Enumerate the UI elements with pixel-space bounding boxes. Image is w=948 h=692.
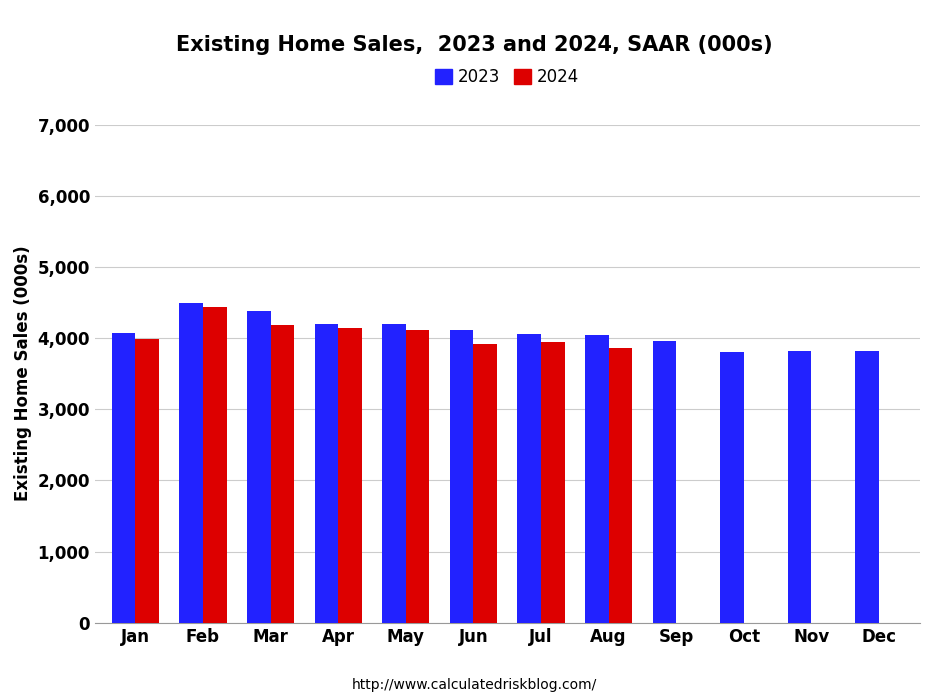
Bar bbox=[338, 328, 362, 623]
Bar bbox=[136, 339, 159, 623]
Bar bbox=[855, 351, 879, 623]
Bar bbox=[652, 341, 676, 623]
Bar bbox=[179, 302, 203, 623]
Text: http://www.calculatedriskblog.com/: http://www.calculatedriskblog.com/ bbox=[352, 677, 596, 691]
Bar bbox=[473, 345, 497, 623]
Legend: 2023, 2024: 2023, 2024 bbox=[435, 68, 579, 86]
Bar bbox=[449, 330, 473, 623]
Bar bbox=[406, 330, 429, 623]
Bar bbox=[382, 324, 406, 623]
Bar bbox=[788, 351, 811, 623]
Bar bbox=[246, 311, 270, 623]
Bar bbox=[112, 333, 136, 623]
Bar bbox=[203, 307, 227, 623]
Text: Existing Home Sales,  2023 and 2024, SAAR (000s): Existing Home Sales, 2023 and 2024, SAAR… bbox=[175, 35, 773, 55]
Bar bbox=[720, 352, 744, 623]
Bar bbox=[315, 324, 338, 623]
Bar bbox=[541, 342, 565, 623]
Bar bbox=[518, 334, 541, 623]
Bar bbox=[270, 325, 294, 623]
Y-axis label: Existing Home Sales (000s): Existing Home Sales (000s) bbox=[14, 246, 32, 502]
Bar bbox=[585, 335, 609, 623]
Bar bbox=[609, 348, 632, 623]
